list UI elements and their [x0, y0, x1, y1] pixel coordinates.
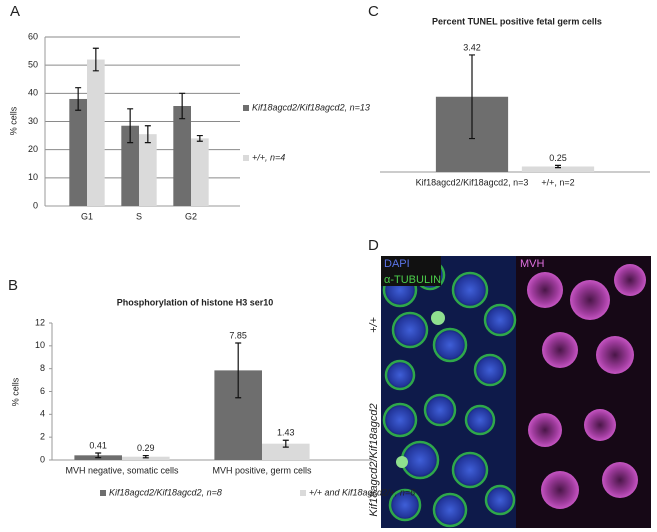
y-tick-label: 20: [28, 144, 38, 154]
y-tick-label: 50: [28, 60, 38, 70]
x-tick-label: G2: [185, 211, 197, 221]
legend-label: +/+, n=4: [252, 152, 285, 162]
data-label: 0.29: [137, 443, 155, 453]
micrographs: [381, 256, 651, 528]
x-tick-label: MVH negative, somatic cells: [65, 465, 179, 475]
channel-label: α-TUBULIN: [384, 274, 441, 286]
error-bar: [196, 134, 203, 142]
y-tick-label: 0: [40, 454, 45, 464]
error-bar: [92, 47, 99, 72]
x-tick-label: Kif18agcd2/Kif18agcd2, n=3: [416, 177, 529, 187]
error-bar: [142, 454, 149, 459]
error-bar: [95, 452, 102, 459]
legend-swatch: [100, 490, 106, 496]
panel-letter: A: [10, 3, 20, 20]
error-bar: [75, 87, 82, 111]
x-tick-label: G1: [81, 211, 93, 221]
y-tick-label: 10: [35, 340, 45, 350]
data-label: 3.42: [463, 42, 481, 52]
error-bar: [144, 125, 151, 144]
bar: [139, 134, 157, 206]
image: [516, 394, 651, 528]
y-tick-label: 2: [40, 432, 45, 442]
y-tick-label: 30: [28, 116, 38, 126]
y-tick-label: 0: [33, 200, 38, 210]
legend-swatch: [300, 490, 306, 496]
bar: [262, 443, 310, 460]
bar: [173, 106, 191, 206]
bar: [191, 138, 209, 206]
spot: [431, 311, 445, 325]
y-tick-label: 8: [40, 363, 45, 373]
x-tick-label: MVH positive, germ cells: [212, 465, 312, 475]
legend-swatch: [243, 105, 249, 111]
y-axis-label: % cells: [8, 106, 18, 135]
chart-title: Percent TUNEL positive fetal germ cells: [432, 16, 602, 26]
error-bar: [179, 92, 186, 120]
chart-title: Phosphorylation of histone H3 ser10: [117, 297, 274, 307]
data-label: 0.25: [549, 153, 567, 163]
bar: [121, 125, 139, 206]
panel-letter: D: [368, 237, 379, 254]
y-tick-label: 12: [35, 317, 45, 327]
y-tick-label: 6: [40, 386, 45, 396]
data-label: 1.43: [277, 428, 295, 438]
panel-letter: B: [8, 277, 18, 294]
error-bar: [469, 54, 475, 140]
row-label: +/+: [368, 316, 380, 332]
error-bar: [282, 439, 289, 448]
x-tick-label: +/+, n=2: [541, 177, 574, 187]
germ-cells: [527, 264, 646, 509]
channel-label: MVH: [520, 258, 545, 270]
y-tick-label: 4: [40, 409, 45, 419]
spot: [396, 456, 408, 468]
error-bar: [127, 108, 134, 144]
y-tick-label: 10: [28, 172, 38, 182]
legend-label: Kif18agcd2/Kif18agcd2, n=8: [109, 487, 222, 497]
channel-label: DAPI: [384, 258, 410, 270]
panel-letter: C: [368, 3, 379, 20]
data-label: 0.41: [89, 440, 107, 450]
y-tick-label: 60: [28, 31, 38, 41]
bar: [87, 59, 105, 207]
legend-label: Kif18agcd2/Kif18agcd2, n=13: [252, 102, 370, 112]
bar: [69, 98, 87, 206]
error-bar: [555, 164, 561, 169]
row-label: Kif18agcd2/Kif18agcd2: [368, 403, 380, 516]
error-bar: [235, 342, 242, 399]
legend-swatch: [243, 155, 249, 161]
x-tick-label: S: [136, 211, 142, 221]
data-label: 7.85: [229, 330, 247, 340]
legend-label: +/+ and Kif18agcd2/+, n=6: [309, 487, 415, 497]
label-box: [381, 256, 441, 286]
y-axis-label: % cells: [10, 377, 20, 406]
y-tick-label: 40: [28, 88, 38, 98]
bar: [521, 166, 595, 172]
